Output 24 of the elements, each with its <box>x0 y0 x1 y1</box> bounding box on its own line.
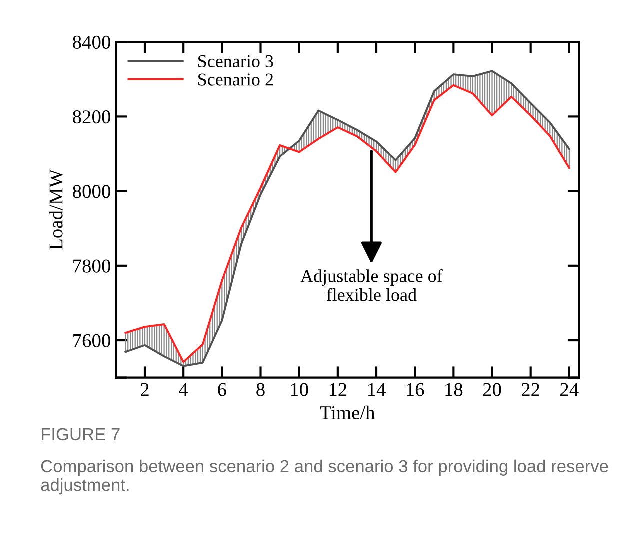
y-tick-label: 7600 <box>74 334 110 348</box>
x-tick-label: 12 <box>330 383 347 396</box>
annotation: Adjustable space of flexible load <box>300 269 443 302</box>
x-tick-label: 18 <box>446 383 463 396</box>
text: Comparison between scenario 2 and scenario 3 for providing load reserve adjustment. <box>41 460 608 495</box>
x-tick-label: 22 <box>522 383 540 396</box>
x-tick-label: 6 <box>218 383 226 396</box>
x-axis-title: Time/h <box>320 406 376 420</box>
x-tick-label: 4 <box>179 383 188 396</box>
x-tick-label: 24 <box>560 383 579 396</box>
legend-label: Scenario 3 <box>198 55 274 68</box>
y-axis-title: Load/MW <box>49 170 63 250</box>
y-tick-label: 8400 <box>73 36 110 50</box>
legend-label: Scenario 2 <box>198 74 274 86</box>
y-tick-label: 8200 <box>73 110 110 124</box>
x-tick-label: 10 <box>291 383 308 396</box>
x-tick-label: 20 <box>483 383 502 396</box>
x-tick-label: 14 <box>368 383 386 396</box>
x-tick-label: 8 <box>256 383 265 396</box>
caption: FIGURE 7 <box>42 428 120 441</box>
y-tick-label: 8000 <box>73 185 110 198</box>
x-tick-label: 16 <box>407 383 424 396</box>
x-tick-label: 2 <box>140 383 149 396</box>
y-tick-label: 7800 <box>74 260 110 273</box>
